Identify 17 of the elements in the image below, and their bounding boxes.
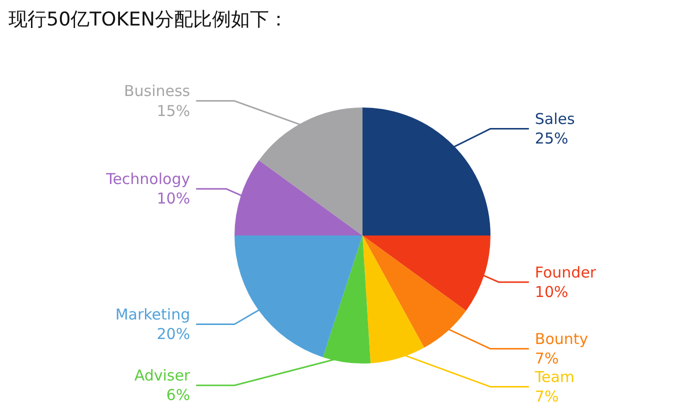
slice-label: Sales [534, 110, 576, 128]
data-label: 25% [534, 130, 568, 148]
slice-label: Business [124, 82, 190, 100]
data-label: 6% [166, 386, 190, 404]
slice-label: Bounty [534, 330, 588, 348]
slice-label: Technology [105, 170, 190, 188]
data-label: 7% [534, 350, 559, 368]
slice-label: Team [534, 368, 575, 386]
data-label: 20% [156, 325, 190, 344]
data-label: 10% [156, 190, 190, 208]
slice-label: Marketing [115, 305, 190, 324]
data-label: 10% [534, 283, 568, 302]
slice-label: Adviser [134, 366, 191, 384]
data-label: 15% [156, 102, 190, 120]
data-label: 7% [534, 388, 559, 406]
chart-title: 现行50亿TOKEN分配比例如下： [8, 8, 288, 30]
slice-label: Founder [534, 263, 597, 282]
